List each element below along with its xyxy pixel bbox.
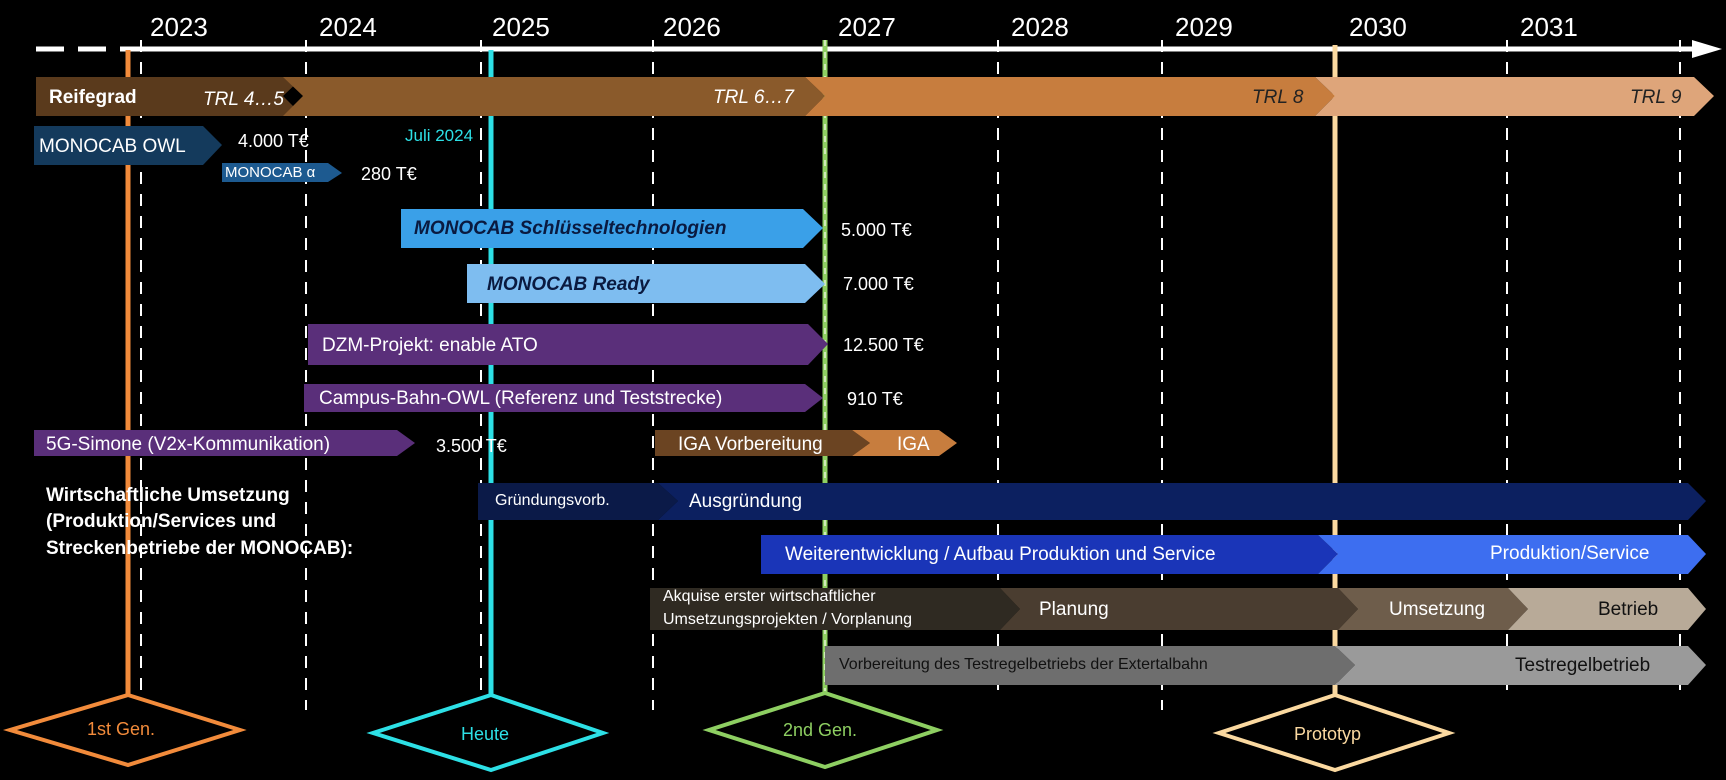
alpha-amount: 280 T€ (361, 165, 417, 183)
ready-amount: 7.000 T€ (843, 275, 914, 293)
gen2-label: 2nd Gen. (783, 721, 857, 739)
ready-label: MONOCAB Ready (487, 275, 650, 294)
year-2027: 2027 (838, 14, 896, 40)
testregel-label: Testregelbetrieb (1515, 656, 1650, 675)
prototyp-label: Prototyp (1294, 725, 1361, 743)
produktion-label: Produktion/Service (1490, 544, 1649, 563)
trl45-label: TRL 4…5 (203, 90, 284, 109)
betrieb-label: Betrieb (1598, 600, 1658, 619)
owl-amount: 4.000 T€ (238, 132, 309, 150)
dzm-amount: 12.500 T€ (843, 336, 924, 354)
owl-label: MONOCAB OWL (39, 137, 186, 156)
planung-label: Planung (1039, 600, 1109, 619)
heute-label: Heute (461, 725, 509, 743)
reifegrad-label: Reifegrad (49, 88, 137, 107)
campus-amount: 910 T€ (847, 390, 903, 408)
wirtschaft-heading-3: Streckenbetriebe der MONOCAB): (46, 539, 353, 558)
vorbereitung-label: Vorbereitung des Testregelbetriebs der E… (839, 657, 1208, 673)
year-2028: 2028 (1011, 14, 1069, 40)
simone-label: 5G-Simone (V2x-Kommunikation) (46, 435, 330, 454)
schluessel-amount: 5.000 T€ (841, 221, 912, 239)
dzm-label: DZM-Projekt: enable ATO (322, 336, 538, 355)
schluessel-label: MONOCAB Schlüsseltechnologien (414, 219, 726, 238)
year-2023: 2023 (150, 14, 208, 40)
weiterentwicklung-label: Weiterentwicklung / Aufbau Produktion un… (785, 545, 1216, 564)
trl8-label: TRL 8 (1252, 88, 1303, 107)
akquise-label-1: Akquise erster wirtschaftlicher (663, 589, 876, 605)
iga-label: IGA (897, 435, 930, 454)
simone-amount: 3.500 T€ (436, 437, 507, 455)
year-2024: 2024 (319, 14, 377, 40)
year-2031: 2031 (1520, 14, 1578, 40)
campus-label: Campus-Bahn-OWL (Referenz und Teststreck… (319, 389, 722, 408)
iga-vorbereitung-label: IGA Vorbereitung (678, 435, 823, 454)
year-2029: 2029 (1175, 14, 1233, 40)
year-2030: 2030 (1349, 14, 1407, 40)
alpha-label: MONOCAB α (225, 165, 315, 180)
ausgruendung-label: Ausgründung (689, 492, 802, 511)
timeline-arrowhead (1692, 40, 1722, 58)
year-2026: 2026 (663, 14, 721, 40)
umsetzung-label: Umsetzung (1389, 600, 1485, 619)
trl9-label: TRL 9 (1630, 88, 1681, 107)
gen1-label: 1st Gen. (87, 720, 155, 738)
akquise-label-2: Umsetzungsprojekten / Vorplanung (663, 612, 912, 628)
ausgruendung-bar (658, 483, 1706, 520)
year-2025: 2025 (492, 14, 550, 40)
trl67-label: TRL 6…7 (713, 88, 794, 107)
wirtschaft-heading-2: (Produktion/Services und (46, 512, 276, 531)
wirtschaft-heading-1: Wirtschaftliche Umsetzung (46, 486, 290, 505)
juli-2024-label: Juli 2024 (405, 127, 473, 144)
gruendungsvorb-label: Gründungsvorb. (495, 493, 610, 509)
